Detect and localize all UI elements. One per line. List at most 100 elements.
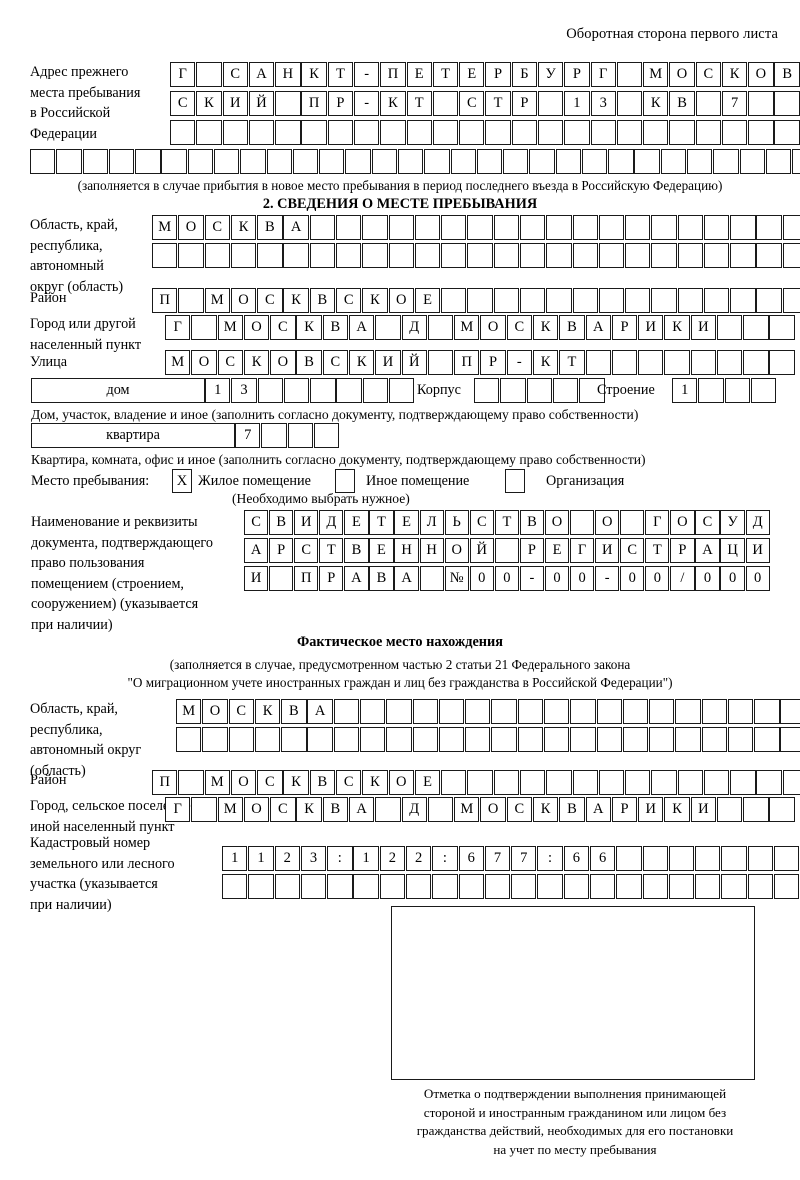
char-cell[interactable]	[537, 874, 563, 899]
char-cell[interactable]	[756, 770, 782, 795]
char-cell[interactable]: М	[454, 797, 480, 822]
char-cell[interactable]	[589, 874, 616, 899]
char-cell[interactable]	[281, 727, 307, 752]
char-cell[interactable]	[438, 699, 465, 724]
char-cell[interactable]	[386, 699, 412, 724]
char-cell[interactable]: О	[270, 350, 296, 375]
char-cell[interactable]	[769, 350, 795, 375]
char-cell[interactable]	[611, 350, 638, 375]
char-cell[interactable]	[625, 288, 651, 313]
char-cell[interactable]	[379, 874, 406, 899]
char-cell[interactable]: 7	[511, 846, 537, 871]
char-cell[interactable]: №	[444, 566, 469, 591]
char-cell[interactable]: И	[595, 538, 620, 563]
char-cell[interactable]	[135, 149, 161, 174]
char-cell[interactable]: В	[281, 699, 307, 724]
char-cell[interactable]: Й	[401, 350, 427, 375]
char-cell[interactable]: -	[506, 350, 533, 375]
char-cell[interactable]	[450, 149, 476, 174]
char-cell[interactable]	[743, 797, 769, 822]
char-cell[interactable]	[313, 423, 340, 448]
char-cell[interactable]: С	[217, 350, 243, 375]
char-cell[interactable]	[668, 846, 695, 871]
char-cell[interactable]: А	[307, 699, 333, 724]
char-cell[interactable]	[240, 149, 266, 174]
char-cell[interactable]	[773, 874, 800, 899]
char-cell[interactable]: В	[519, 510, 545, 535]
char-cell[interactable]: П	[152, 770, 178, 795]
char-cell[interactable]: 6	[589, 846, 616, 871]
char-cell[interactable]: -	[519, 566, 545, 591]
char-cell[interactable]: 6	[458, 846, 484, 871]
char-cell[interactable]	[319, 149, 345, 174]
char-cell[interactable]	[698, 378, 724, 403]
char-cell[interactable]: А	[585, 797, 611, 822]
char-cell[interactable]	[230, 243, 257, 268]
char-cell[interactable]: 7	[721, 91, 748, 116]
char-cell[interactable]	[485, 120, 511, 145]
char-cell[interactable]: Д	[401, 797, 427, 822]
char-cell[interactable]	[254, 727, 281, 752]
char-cell[interactable]: Е	[406, 62, 432, 87]
char-cell[interactable]: Л	[419, 510, 444, 535]
char-cell[interactable]: 1	[205, 378, 231, 403]
char-cell[interactable]	[427, 315, 454, 340]
char-cell[interactable]	[669, 120, 695, 145]
char-cell[interactable]	[274, 874, 300, 899]
char-cell[interactable]: Е	[414, 770, 441, 795]
char-cell[interactable]: Т	[406, 91, 432, 116]
char-cell[interactable]	[283, 243, 309, 268]
korpus-row[interactable]	[474, 378, 605, 403]
char-cell[interactable]	[438, 727, 465, 752]
char-cell[interactable]	[616, 874, 642, 899]
char-cell[interactable]: А	[348, 797, 375, 822]
char-cell[interactable]: С	[228, 699, 254, 724]
char-cell[interactable]	[546, 215, 572, 240]
char-cell[interactable]	[517, 699, 544, 724]
char-cell[interactable]	[703, 243, 730, 268]
char-cell[interactable]: О	[544, 510, 570, 535]
char-cell[interactable]	[414, 243, 441, 268]
prev-address-row-3[interactable]	[170, 120, 800, 145]
char-cell[interactable]: П	[301, 91, 327, 116]
char-cell[interactable]	[467, 243, 493, 268]
char-cell[interactable]: К	[254, 699, 281, 724]
char-cell[interactable]: Г	[165, 797, 191, 822]
char-cell[interactable]: М	[643, 62, 669, 87]
char-cell[interactable]	[359, 727, 386, 752]
char-cell[interactable]: 2	[274, 846, 300, 871]
char-cell[interactable]	[266, 149, 292, 174]
char-cell[interactable]	[309, 243, 336, 268]
char-cell[interactable]	[333, 699, 360, 724]
char-cell[interactable]: Е	[414, 288, 441, 313]
char-cell[interactable]	[493, 288, 520, 313]
char-cell[interactable]: С	[506, 315, 533, 340]
char-cell[interactable]: Т	[645, 538, 670, 563]
char-cell[interactable]	[756, 288, 782, 313]
char-cell[interactable]	[546, 770, 572, 795]
char-cell[interactable]	[570, 699, 596, 724]
char-cell[interactable]	[730, 288, 756, 313]
char-cell[interactable]	[222, 120, 248, 145]
char-cell[interactable]: О	[444, 538, 469, 563]
char-cell[interactable]	[727, 727, 754, 752]
char-cell[interactable]	[432, 91, 459, 116]
char-cell[interactable]	[491, 727, 517, 752]
char-cell[interactable]	[739, 149, 765, 174]
char-cell[interactable]: Й	[469, 538, 494, 563]
char-cell[interactable]: А	[394, 566, 419, 591]
char-cell[interactable]	[598, 215, 625, 240]
char-cell[interactable]	[257, 378, 283, 403]
char-cell[interactable]: Н	[275, 62, 301, 87]
char-cell[interactable]	[170, 120, 196, 145]
char-cell[interactable]	[82, 149, 108, 174]
char-cell[interactable]	[651, 288, 677, 313]
char-cell[interactable]: Т	[494, 510, 519, 535]
char-cell[interactable]	[782, 770, 800, 795]
char-cell[interactable]	[476, 149, 503, 174]
char-cell[interactable]: А	[695, 538, 720, 563]
char-cell[interactable]	[526, 378, 552, 403]
